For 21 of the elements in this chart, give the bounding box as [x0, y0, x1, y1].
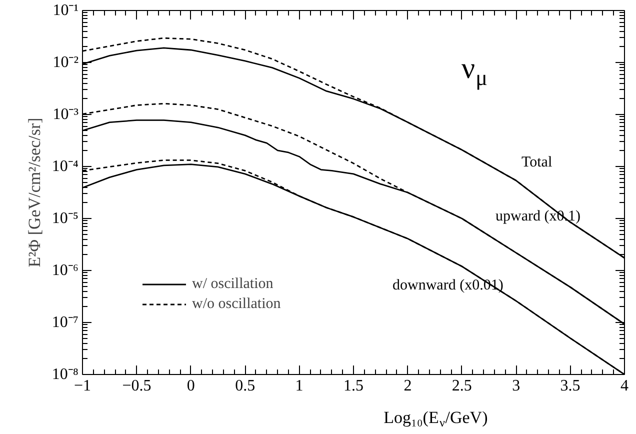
x-tick-label: 1.5: [344, 378, 364, 394]
y-tick-label: 10⁻⁶: [52, 262, 78, 279]
x-tick-label: 1: [295, 378, 304, 394]
annotation: Total: [522, 154, 552, 170]
x-tick-label: 0: [186, 378, 195, 394]
x-tick-label: 0.5: [235, 378, 256, 394]
y-tick-label: 10⁻¹: [52, 2, 79, 19]
x-tick-label: 4: [620, 378, 628, 394]
legend-label: w/ oscillation: [192, 276, 274, 292]
x-tick-label: −0.5: [122, 378, 152, 394]
y-tick-label: 10⁻⁵: [52, 210, 78, 227]
x-tick-label: 2.5: [452, 378, 472, 394]
y-tick-label: 10⁻³: [52, 106, 79, 123]
x-tick-label: 3: [512, 378, 520, 394]
x-tick-label: 3.5: [560, 378, 580, 394]
y-tick-label: 10⁻²: [52, 54, 79, 71]
y-tick-label: 10⁻⁴: [52, 158, 79, 175]
legend-label: w/o oscillation: [192, 296, 281, 312]
y-tick-label: 10⁻⁷: [52, 314, 78, 331]
x-tick-label: 2: [404, 378, 412, 394]
y-axis-title: E²Φ [GeV/cm²/sec/sr]: [24, 118, 44, 268]
